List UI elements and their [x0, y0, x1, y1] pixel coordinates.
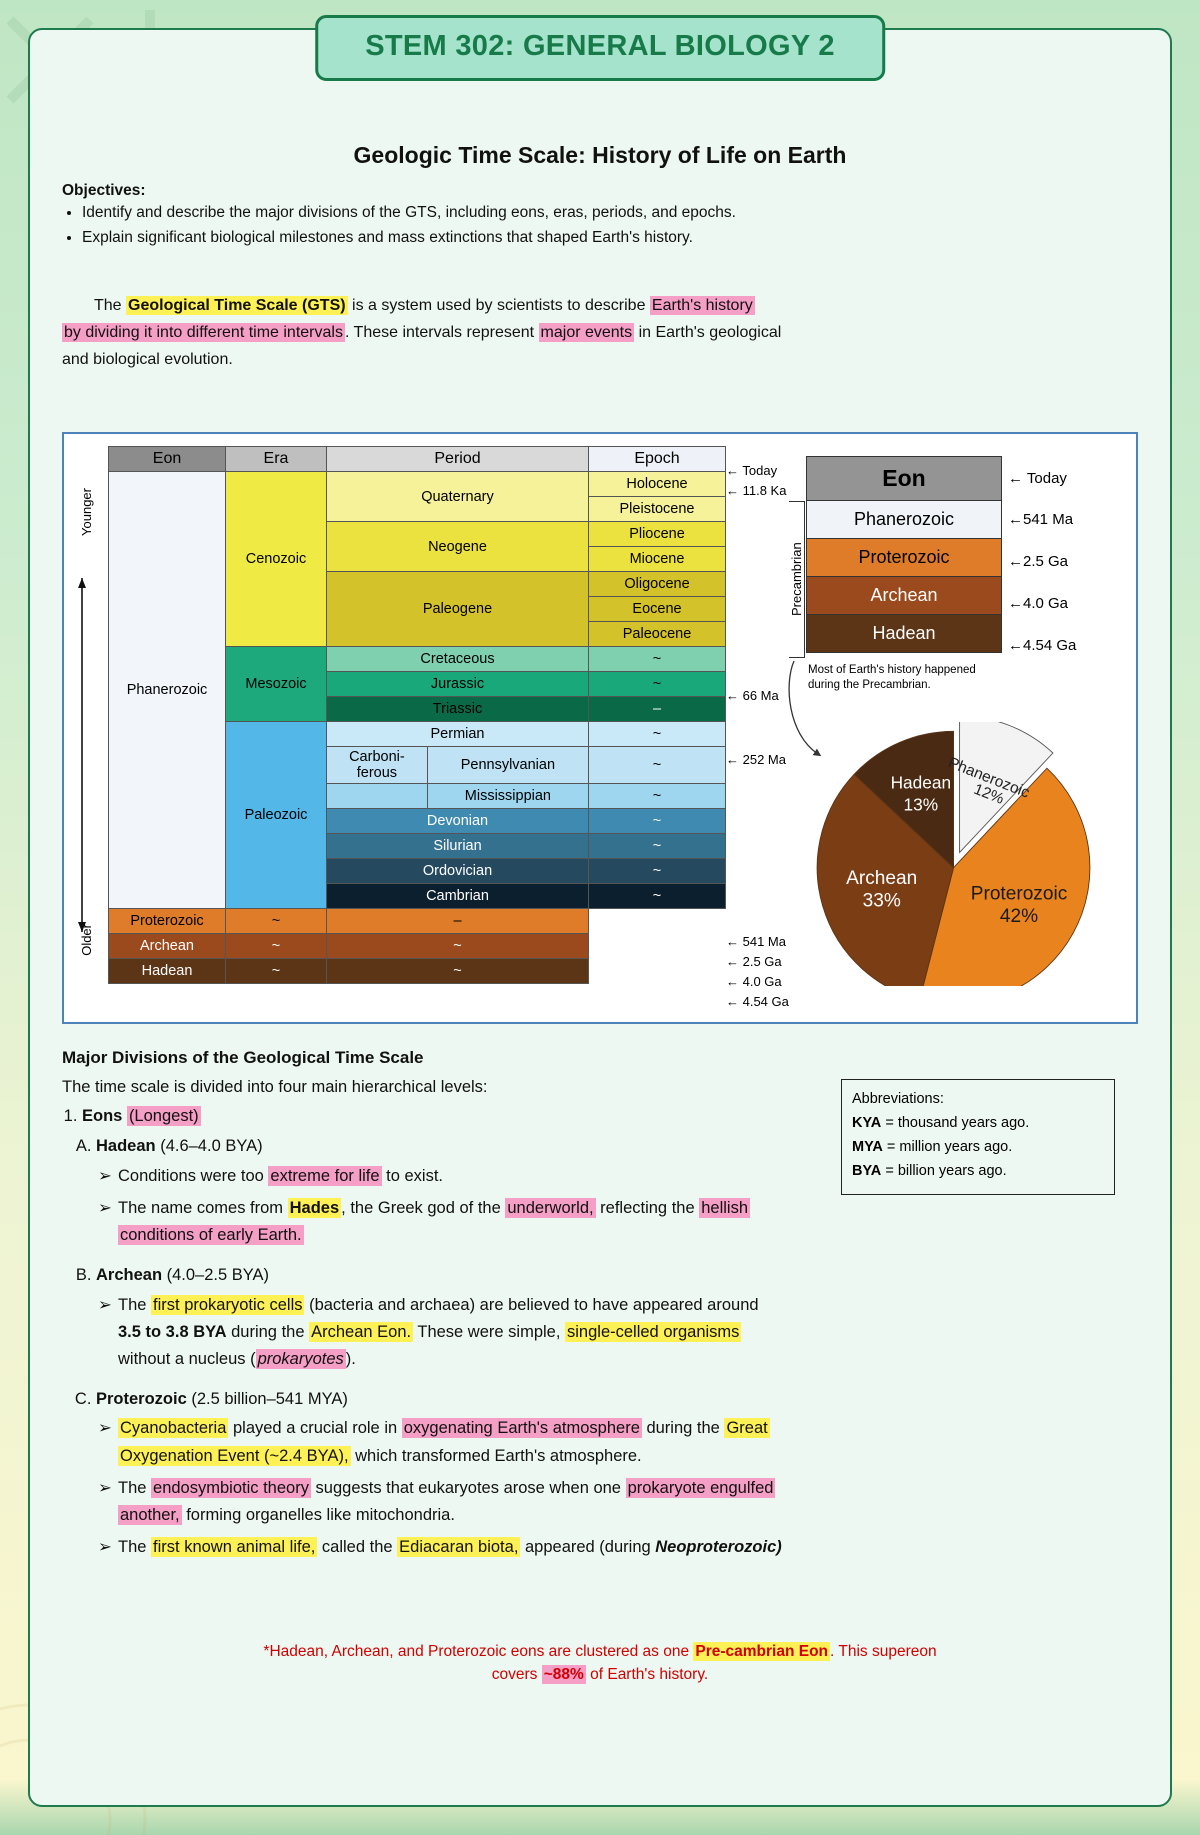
svg-text:Hadean: Hadean	[891, 773, 951, 793]
svg-text:Proterozoic: Proterozoic	[971, 883, 1068, 904]
svg-text:33%: 33%	[863, 891, 901, 912]
svg-text:Archean: Archean	[846, 868, 917, 889]
svg-text:13%: 13%	[904, 794, 939, 814]
svg-text:42%: 42%	[1000, 906, 1038, 927]
